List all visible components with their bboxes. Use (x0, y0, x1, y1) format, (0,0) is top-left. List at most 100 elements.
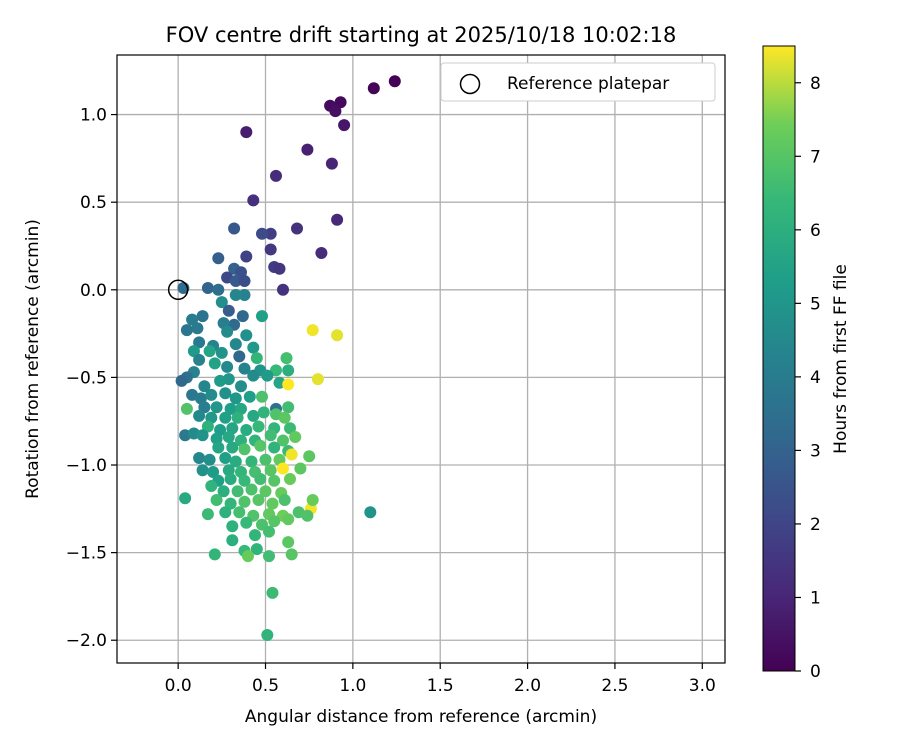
data-point (252, 494, 265, 506)
colorbar-tick-label: 6 (810, 221, 821, 241)
data-point (224, 402, 237, 415)
data-point (217, 485, 230, 498)
data-point (193, 336, 206, 349)
data-point (282, 513, 295, 526)
plot-background (117, 55, 725, 663)
data-point (229, 289, 242, 301)
data-point (273, 262, 286, 275)
data-point (247, 369, 260, 382)
data-point (235, 380, 247, 393)
data-point (259, 453, 272, 466)
data-point (280, 352, 293, 365)
data-point (214, 374, 227, 387)
data-point (187, 345, 200, 358)
colorbar-ticks: 0 1 2 3 4 5 6 7 8 (795, 74, 821, 682)
data-point (261, 369, 274, 382)
data-point (229, 275, 242, 287)
data-point (219, 411, 232, 424)
y-tick-label: 0.5 (80, 193, 107, 213)
data-point (284, 422, 296, 435)
data-point (229, 392, 242, 405)
data-point (236, 310, 249, 323)
data-point (277, 462, 289, 475)
data-point (278, 494, 291, 506)
data-point (301, 143, 314, 156)
data-point (250, 543, 263, 556)
data-point (201, 420, 214, 433)
data-point (325, 157, 338, 170)
data-point (256, 227, 268, 240)
x-tick-label: 1.5 (427, 676, 454, 696)
data-point (303, 450, 316, 463)
colorbar-tick-label: 4 (810, 368, 821, 388)
y-tick-label: 1.0 (80, 106, 107, 126)
data-point (294, 462, 307, 475)
data-point (301, 509, 314, 522)
reference-marker-group (167, 279, 189, 301)
data-point (254, 439, 267, 452)
data-point (277, 434, 289, 447)
data-point (245, 455, 258, 468)
data-point (331, 329, 344, 342)
data-point (196, 310, 209, 323)
data-point (219, 452, 232, 464)
y-tick-label: −1.0 (66, 456, 107, 476)
y-tick-label: 0.0 (80, 281, 107, 301)
data-point (203, 345, 216, 358)
data-point (212, 252, 225, 265)
data-point (222, 431, 235, 443)
colorbar-tick-label: 1 (810, 588, 821, 608)
data-point (247, 194, 260, 207)
data-point (263, 550, 275, 563)
data-point (252, 420, 265, 433)
data-point (179, 492, 192, 505)
legend-entry-reference: Reference platepar (507, 74, 669, 94)
x-tick-label: 2.0 (514, 676, 541, 696)
data-point (254, 473, 267, 485)
data-point (201, 508, 214, 521)
data-point (208, 357, 221, 370)
data-point (238, 495, 251, 508)
data-point (388, 75, 401, 88)
data-point (207, 466, 220, 478)
data-point (212, 283, 225, 296)
data-point (240, 126, 253, 139)
data-point (250, 352, 263, 365)
data-point (282, 536, 295, 549)
data-point (198, 401, 211, 414)
data-point (282, 364, 295, 377)
data-point (270, 169, 282, 182)
data-point (247, 409, 260, 422)
data-point (242, 550, 254, 563)
data-point (226, 534, 239, 547)
data-point (282, 378, 295, 391)
y-tick-label: −2.0 (66, 631, 107, 651)
data-point (264, 464, 277, 477)
chart-title: FOV centre drift starting at 2025/10/18 … (166, 23, 677, 47)
reference-platepar-marker (167, 279, 189, 301)
legend-marker-icon (459, 73, 481, 95)
data-point (229, 338, 242, 351)
data-point (282, 401, 295, 414)
data-point (270, 364, 282, 377)
data-point (219, 506, 232, 519)
data-point (208, 548, 221, 561)
data-point (367, 82, 380, 95)
legend-box (440, 62, 716, 102)
data-point (306, 494, 319, 506)
data-point (231, 411, 244, 424)
data-point (240, 424, 253, 436)
x-tick-label: 0.0 (165, 676, 192, 696)
plot-frame (116, 54, 726, 664)
data-point (180, 402, 193, 415)
data-point (261, 629, 274, 641)
data-point (233, 506, 246, 519)
data-point (259, 485, 272, 498)
x-tick-label: 1.0 (339, 676, 366, 696)
colorbar-gradient (762, 45, 796, 672)
data-point (233, 350, 246, 363)
data-point (264, 243, 277, 256)
data-point (215, 346, 228, 359)
data-point (221, 360, 234, 373)
data-point (264, 227, 277, 240)
